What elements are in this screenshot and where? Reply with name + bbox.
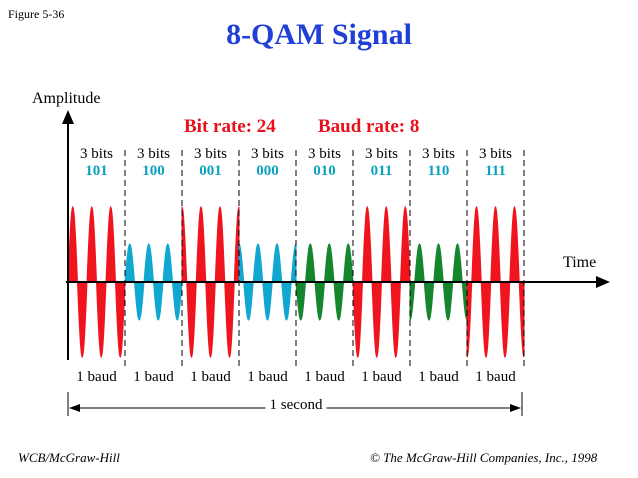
segment-baud-label: 1 baud: [304, 369, 345, 385]
segment-baud-label: 1 baud: [190, 369, 231, 385]
segment-code-label: 000: [256, 163, 279, 179]
segment-baud-label: 1 baud: [76, 369, 117, 385]
segment-code-label: 011: [370, 163, 393, 179]
segment-code-label: 111: [485, 163, 506, 179]
segment-code-label: 110: [427, 163, 450, 179]
page-title: 8-QAM Signal: [226, 18, 412, 51]
segment-bits-label: 3 bits: [251, 146, 284, 162]
second-span-arrow-left-icon: [69, 404, 80, 412]
copyright-footer: © The McGraw-Hill Companies, Inc., 1998: [370, 450, 598, 465]
segment-baud-label: 1 baud: [418, 369, 459, 385]
segment-code-label: 101: [85, 163, 108, 179]
publisher-footer: WCB/McGraw-Hill: [18, 450, 120, 465]
segment-code-label: 010: [313, 163, 336, 179]
segment-bits-label: 3 bits: [422, 146, 455, 162]
segment-baud-label: 1 baud: [133, 369, 174, 385]
segment-bits-label: 3 bits: [194, 146, 227, 162]
segment-baud-label: 1 baud: [247, 369, 288, 385]
bit-rate-label: Bit rate: 24: [184, 116, 276, 137]
baud-rate-label: Baud rate: 8: [318, 116, 420, 137]
segment-bits-label: 3 bits: [365, 146, 398, 162]
segment-bits-label: 3 bits: [479, 146, 512, 162]
segment-code-label: 100: [142, 163, 165, 179]
segment-bits-label: 3 bits: [137, 146, 170, 162]
segment-bits-label: 3 bits: [308, 146, 341, 162]
time-axis-arrow-icon: [596, 276, 610, 288]
segment-bits-label: 3 bits: [80, 146, 113, 162]
duration-label: 1 second: [265, 397, 327, 414]
segment-baud-label: 1 baud: [361, 369, 402, 385]
x-axis-label: Time: [563, 254, 597, 271]
y-axis-label: Amplitude: [32, 90, 101, 107]
second-span-arrow-right-icon: [510, 404, 521, 412]
segment-baud-label: 1 baud: [475, 369, 516, 385]
baud-dividers: [124, 150, 525, 368]
figure-label: Figure 5-36: [8, 7, 65, 21]
amplitude-axis-arrow-icon: [62, 110, 74, 124]
segment-code-label: 001: [199, 163, 222, 179]
